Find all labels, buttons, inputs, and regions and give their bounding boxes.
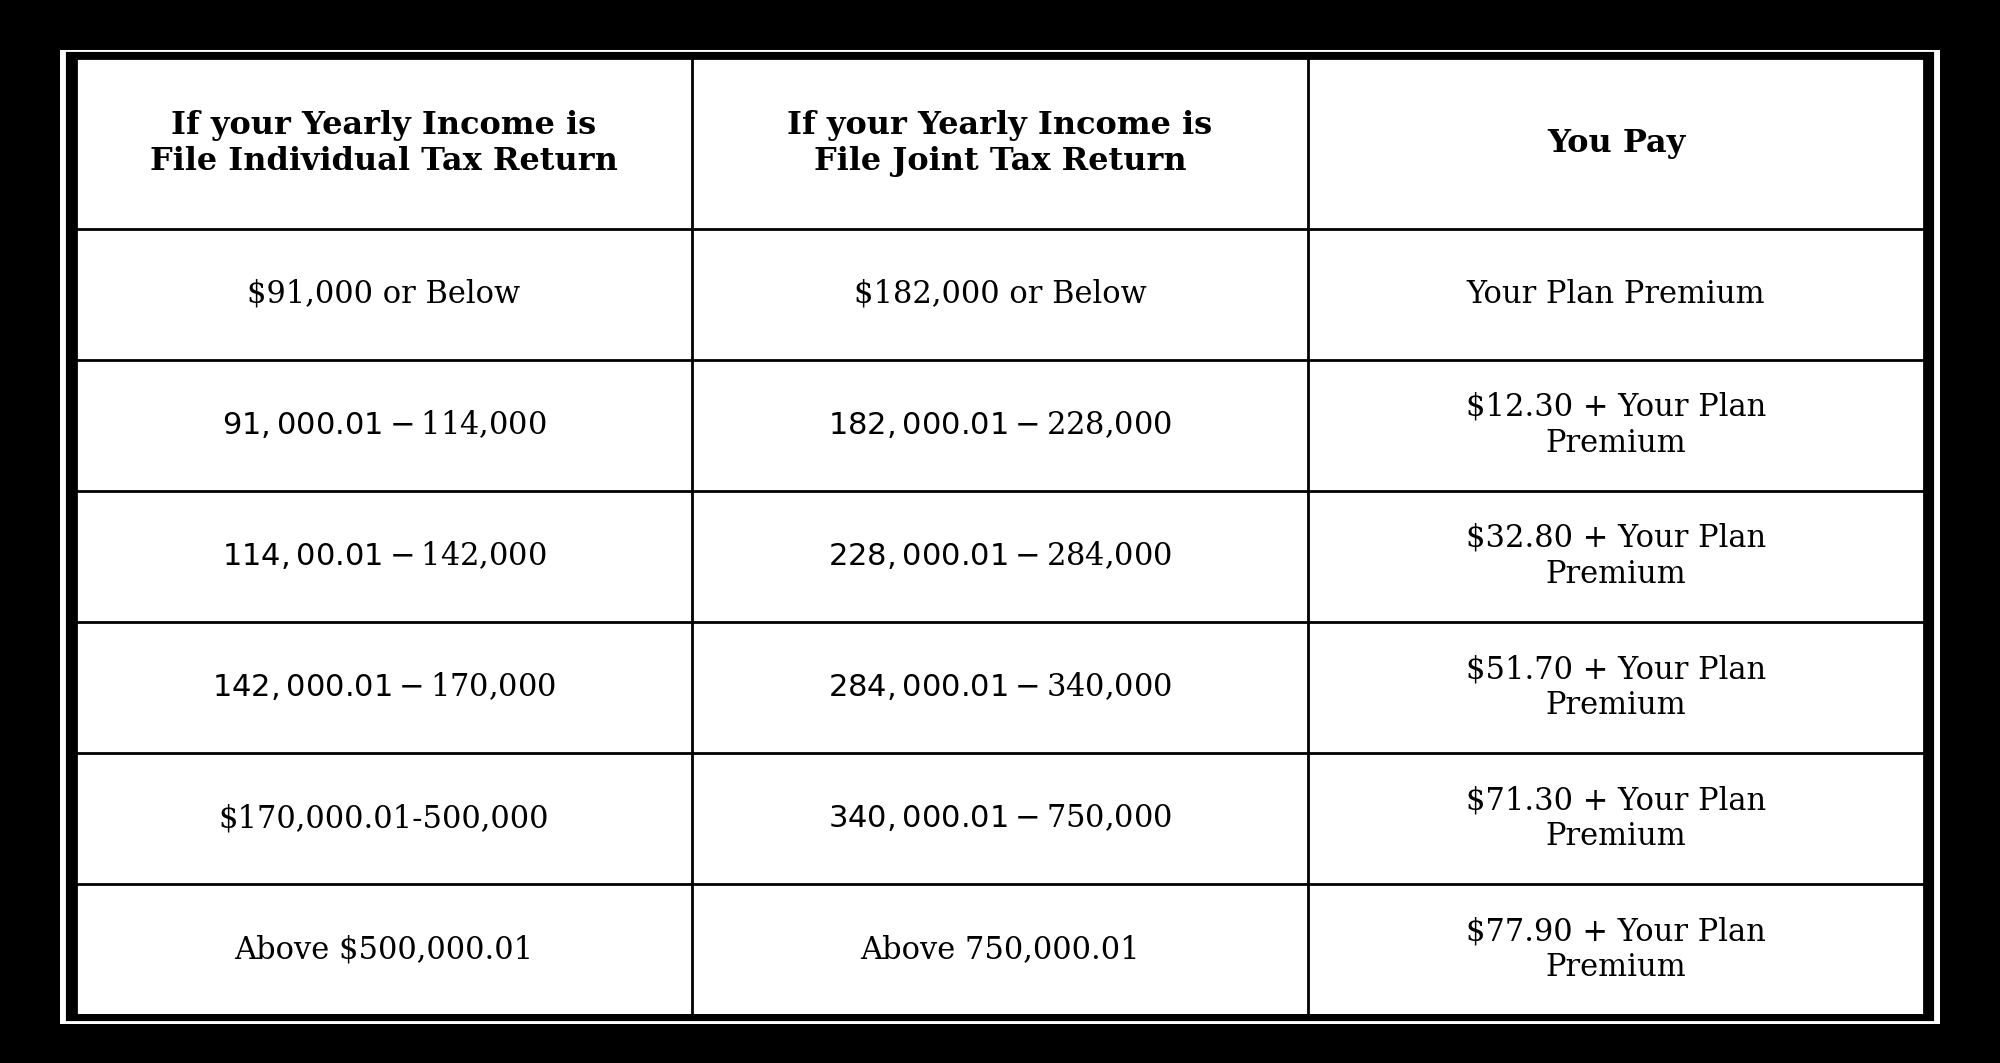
Text: $170,000.01-500,000: $170,000.01-500,000 xyxy=(218,803,550,834)
Text: $51.70 + Your Plan
Premium: $51.70 + Your Plan Premium xyxy=(1466,654,1766,721)
Text: $228,000.01-$284,000: $228,000.01-$284,000 xyxy=(828,540,1172,572)
Text: Above $500,000.01: Above $500,000.01 xyxy=(234,934,534,965)
Text: $142,000.01-$170,000: $142,000.01-$170,000 xyxy=(212,672,556,704)
Text: $182,000.01-$228,000: $182,000.01-$228,000 xyxy=(828,409,1172,441)
Text: $77.90 + Your Plan
Premium: $77.90 + Your Plan Premium xyxy=(1466,916,1766,983)
Text: You Pay: You Pay xyxy=(1546,128,1686,159)
Text: $32.80 + Your Plan
Premium: $32.80 + Your Plan Premium xyxy=(1466,523,1766,590)
Text: Your Plan Premium: Your Plan Premium xyxy=(1466,279,1766,309)
Text: Above 750,000.01: Above 750,000.01 xyxy=(860,934,1140,965)
Text: $91,000.01-$114,000: $91,000.01-$114,000 xyxy=(222,409,546,441)
Text: If your Yearly Income is
File Joint Tax Return: If your Yearly Income is File Joint Tax … xyxy=(788,111,1212,176)
Bar xyxy=(76,58,1924,1015)
Text: $284,000.01-$340,000: $284,000.01-$340,000 xyxy=(828,672,1172,704)
Text: $182,000 or Below: $182,000 or Below xyxy=(854,279,1146,309)
Text: $71.30 + Your Plan
Premium: $71.30 + Your Plan Premium xyxy=(1466,786,1766,851)
Text: $340,000.01-$750,000: $340,000.01-$750,000 xyxy=(828,803,1172,834)
Text: $114,00.01-$142,000: $114,00.01-$142,000 xyxy=(222,540,546,572)
Text: $12.30 + Your Plan
Premium: $12.30 + Your Plan Premium xyxy=(1466,392,1766,458)
Text: If your Yearly Income is
File Individual Tax Return: If your Yearly Income is File Individual… xyxy=(150,111,618,176)
Text: $91,000 or Below: $91,000 or Below xyxy=(248,279,520,309)
